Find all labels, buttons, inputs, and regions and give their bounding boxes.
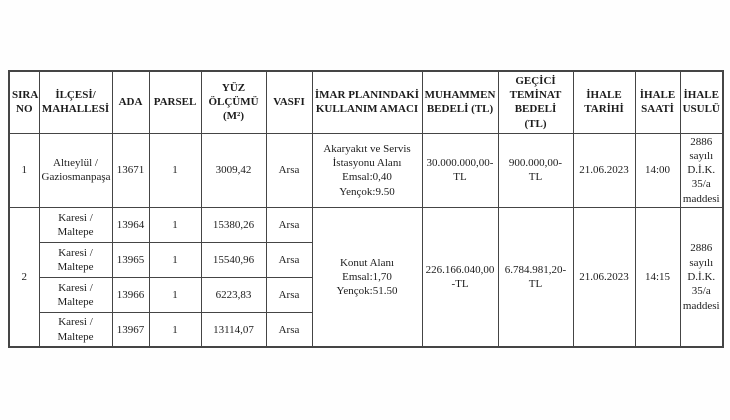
cell-ada: 13965 <box>111 241 150 278</box>
cell-parsel: 1 <box>148 206 202 243</box>
cell-yuz-olcumu: 13114,07 <box>200 311 267 348</box>
header-ihale-tarihi: İHALE TARİHİ <box>572 70 636 134</box>
header-gecici-teminat-bedeli: GEÇİCİ TEMİNAT BEDELİ (TL) <box>497 70 574 134</box>
cell-parsel: 1 <box>148 132 202 208</box>
table-row-1: 1 Altıeylül / Gaziosmanpaşa 13671 1 3009… <box>8 132 724 208</box>
cell-imar-amaci: Konut Alanı Emsal:1,70 Yençok:51.50 <box>311 206 423 348</box>
cell-imar-amaci: Akaryakıt ve Servis İstasyonu Alanı Emsa… <box>311 132 423 208</box>
cell-yuz-olcumu: 3009,42 <box>200 132 267 208</box>
cell-vasfi: Arsa <box>265 276 313 313</box>
cell-yuz-olcumu: 6223,83 <box>200 276 267 313</box>
cell-ada: 13967 <box>111 311 150 348</box>
cell-ihale-usulu: 2886 sayılı D.İ.K. 35/a maddesi <box>679 206 724 348</box>
header-parsel: PARSEL <box>148 70 202 134</box>
cell-vasfi: Arsa <box>265 206 313 243</box>
cell-mahalle: Karesi / Maltepe <box>38 311 113 348</box>
cell-ihale-usulu: 2886 sayılı D.İ.K. 35/a maddesi <box>679 132 724 208</box>
header-vasfi: VASFI <box>265 70 313 134</box>
header-ihale-saati: İHALE SAATİ <box>634 70 681 134</box>
cell-ihale-saati: 14:00 <box>634 132 681 208</box>
table-row-2-sub-3: Karesi / Maltepe 13966 1 6223,83 Arsa <box>9 276 723 313</box>
header-yuz-olcumu: YÜZ ÖLÇÜMÜ (M²) <box>200 70 267 134</box>
table-header-row: SIRA NO İLÇESİ/ MAHALLESİ ADA PARSEL YÜZ… <box>8 70 724 134</box>
cell-ada: 13964 <box>111 206 150 243</box>
cell-ihale-tarihi: 21.06.2023 <box>572 206 636 348</box>
cell-teminat-bedeli: 6.784.981,20- TL <box>497 206 574 348</box>
table-row-2-sub-4: Karesi / Maltepe 13967 1 13114,07 Arsa <box>9 311 723 348</box>
table-row-2-sub-2: Karesi / Maltepe 13965 1 15540,96 Arsa <box>9 241 723 278</box>
cell-mahalle: Karesi / Maltepe <box>38 276 113 313</box>
cell-mahalle: Altıeylül / Gaziosmanpaşa <box>38 132 113 208</box>
cell-muhammen-bedeli: 226.166.040,00 -TL <box>421 206 499 348</box>
header-sira-no: SIRA NO <box>8 70 40 134</box>
cell-mahalle: Karesi / Maltepe <box>38 241 113 278</box>
cell-vasfi: Arsa <box>265 241 313 278</box>
header-ilcesi-mahallesi: İLÇESİ/ MAHALLESİ <box>38 70 113 134</box>
cell-parsel: 1 <box>148 311 202 348</box>
cell-sira-no: 2 <box>8 206 40 348</box>
table-row-2-sub-1: 2 Karesi / Maltepe 13964 1 15380,26 Arsa… <box>8 206 724 348</box>
ihale-announcement-table: SIRA NO İLÇESİ/ MAHALLESİ ADA PARSEL YÜZ… <box>8 70 724 349</box>
header-ada: ADA <box>111 70 150 134</box>
header-ihale-usulu: İHALE USULÜ <box>679 70 724 134</box>
header-muhammen-bedeli: MUHAMMEN BEDELİ (TL) <box>421 70 499 134</box>
cell-vasfi: Arsa <box>265 132 313 208</box>
cell-mahalle: Karesi / Maltepe <box>38 206 113 243</box>
cell-parsel: 1 <box>148 276 202 313</box>
cell-ihale-saati: 14:15 <box>634 206 681 348</box>
cell-muhammen-bedeli: 30.000.000,00- TL <box>421 132 499 208</box>
cell-ada: 13966 <box>111 276 150 313</box>
cell-ihale-tarihi: 21.06.2023 <box>572 132 636 208</box>
header-imar-planindaki-kullanim-amaci: İMAR PLANINDAKİ KULLANIM AMACI <box>311 70 423 134</box>
cell-sira-no: 1 <box>8 132 40 208</box>
cell-parsel: 1 <box>148 241 202 278</box>
cell-yuz-olcumu: 15540,96 <box>200 241 267 278</box>
cell-teminat-bedeli: 900.000,00- TL <box>497 132 574 208</box>
cell-ada: 13671 <box>111 132 150 208</box>
cell-vasfi: Arsa <box>265 311 313 348</box>
cell-yuz-olcumu: 15380,26 <box>200 206 267 243</box>
